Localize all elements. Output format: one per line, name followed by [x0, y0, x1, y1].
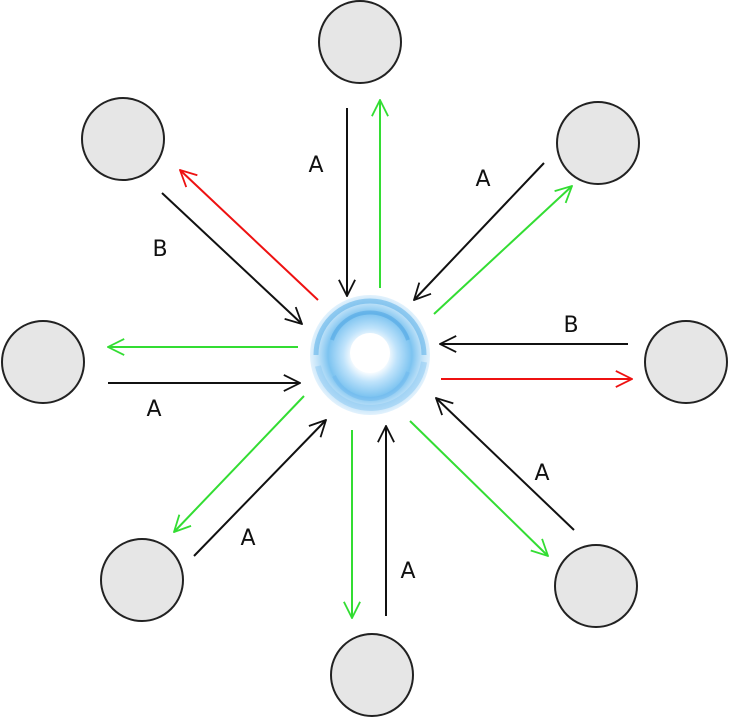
- arrow-outbound-bottom-left: [174, 395, 305, 532]
- node-bottom: [330, 633, 414, 717]
- edge-label-bottom: A: [400, 559, 415, 584]
- node-bottom-left: [100, 538, 184, 622]
- arrow-inbound-top-left: [161, 192, 302, 324]
- arrow-outbound-bottom-right: [409, 420, 548, 556]
- edge-label-bottom-right: A: [534, 461, 549, 486]
- edge-label-top: A: [308, 153, 323, 178]
- node-right: [644, 320, 728, 404]
- arrow-outbound-top-left: [180, 170, 319, 301]
- node-top-right: [556, 101, 640, 185]
- edge-label-left: A: [146, 397, 161, 422]
- arrow-outbound-top-right: [433, 186, 572, 315]
- node-top-left: [81, 97, 165, 181]
- central-hub: [310, 295, 430, 415]
- node-top: [318, 0, 402, 84]
- arrow-inbound-top-right: [414, 162, 545, 300]
- node-bottom-right: [554, 544, 638, 628]
- edge-label-bottom-left: A: [240, 526, 255, 551]
- edge-label-right: B: [563, 313, 578, 338]
- edge-label-top-right: A: [475, 167, 490, 192]
- edge-label-top-left: B: [152, 237, 167, 262]
- arrow-inbound-bottom-right: [436, 398, 575, 531]
- node-left: [1, 320, 85, 404]
- arrow-inbound-bottom-left: [193, 420, 326, 557]
